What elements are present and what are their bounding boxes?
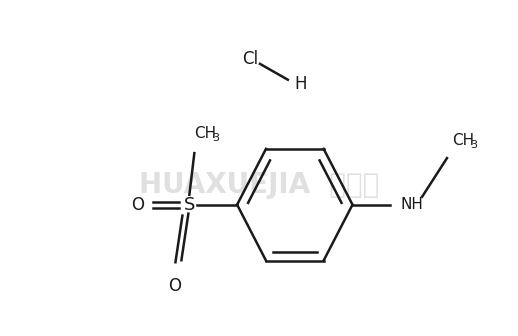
Text: 3: 3	[212, 133, 219, 143]
Text: S: S	[184, 196, 195, 214]
Text: NH: NH	[400, 197, 423, 212]
Text: CH: CH	[452, 133, 474, 148]
Text: O: O	[168, 277, 181, 295]
Text: CH: CH	[194, 126, 217, 141]
Text: Cl: Cl	[242, 50, 258, 68]
Text: H: H	[295, 75, 307, 93]
Text: 3: 3	[470, 140, 477, 150]
Text: O: O	[132, 196, 145, 214]
Text: HUAXUEJIA  化学加: HUAXUEJIA 化学加	[139, 171, 379, 199]
